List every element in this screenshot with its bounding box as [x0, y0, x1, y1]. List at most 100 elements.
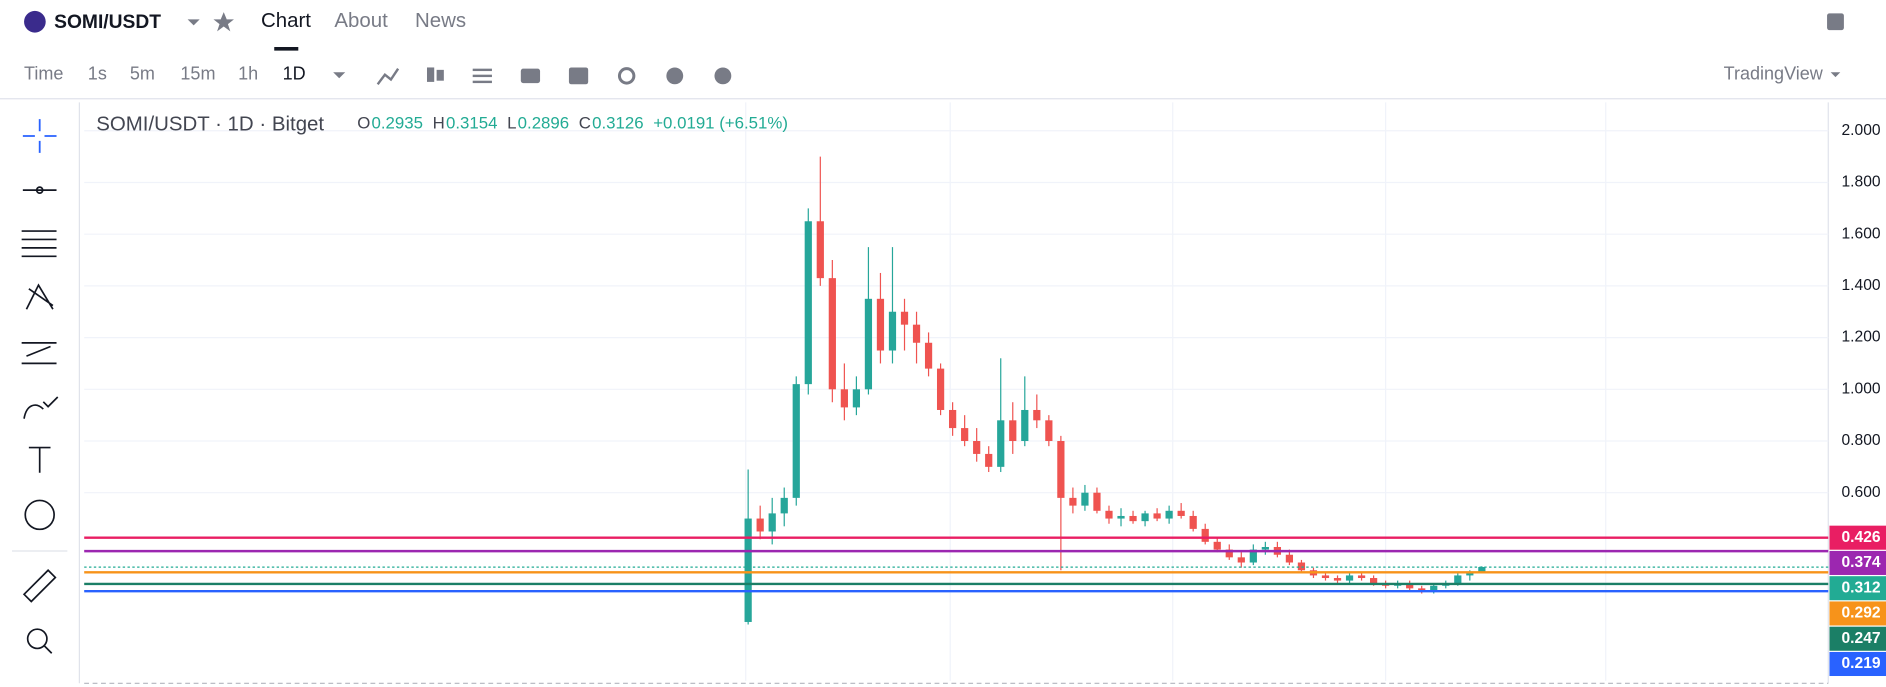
settings-button[interactable] — [714, 67, 732, 85]
symbol[interactable]: SOMI/USDT — [54, 12, 161, 33]
interval[interactable]: 1s — [88, 63, 107, 83]
candle-body — [1165, 510, 1173, 519]
price-badge-label: 0.292 — [1841, 605, 1880, 622]
candle-body — [1225, 549, 1233, 558]
price-badge-label: 0.374 — [1841, 554, 1880, 571]
price-badge — [1829, 626, 1886, 651]
candle-body — [876, 298, 885, 351]
price-badge — [1829, 550, 1886, 575]
price-badge-label: 0.426 — [1841, 529, 1880, 546]
replay-button[interactable] — [617, 67, 636, 85]
price-badge-label: 0.312 — [1841, 579, 1880, 596]
candle-body — [1406, 583, 1414, 589]
candle-body — [888, 311, 897, 351]
interval[interactable]: Time — [24, 63, 63, 83]
header-icon[interactable] — [1827, 13, 1844, 31]
fib-tool[interactable] — [21, 230, 57, 258]
candle-body — [1153, 513, 1161, 519]
legend-title: SOMI/USDT · 1D · Bitget — [96, 113, 324, 136]
interval-dropdown[interactable] — [333, 72, 346, 79]
y-tick-label: 1.800 — [1841, 174, 1880, 191]
candle-body — [1430, 585, 1438, 591]
candle-body — [1261, 546, 1269, 550]
chart-type-button[interactable] — [426, 67, 435, 82]
candle-body — [1021, 409, 1029, 442]
candle-body — [852, 389, 861, 408]
candle-body — [840, 389, 848, 408]
templates-button[interactable] — [472, 68, 492, 72]
candle-body — [1297, 562, 1306, 571]
legend-key: L — [507, 113, 516, 132]
candle-body — [1093, 492, 1101, 511]
nav-tab[interactable]: News — [415, 9, 466, 32]
price-badge-label: 0.219 — [1841, 655, 1880, 672]
candle-body — [1105, 510, 1113, 519]
provider-dropdown[interactable] — [1830, 72, 1841, 78]
calendar-button[interactable] — [568, 67, 589, 85]
candle-body — [804, 221, 812, 385]
price-badge — [1829, 576, 1886, 601]
candle-body — [1189, 515, 1197, 529]
y-tick-label: 1.000 — [1841, 380, 1880, 397]
candle-body — [1213, 541, 1221, 550]
indicators-button[interactable] — [376, 67, 400, 86]
candle-body — [1249, 549, 1257, 563]
y-tick-label: 1.400 — [1841, 277, 1880, 294]
y-tick-label: 1.200 — [1841, 329, 1880, 346]
candle-body — [1069, 497, 1077, 506]
symbol-logo — [24, 10, 46, 33]
interval[interactable]: 1h — [238, 63, 258, 83]
candle-body — [1129, 515, 1137, 522]
symbol-dropdown[interactable] — [187, 19, 200, 26]
candle-body — [1478, 567, 1486, 572]
legend-value: 0.2935 — [372, 113, 423, 132]
candle-body — [1117, 515, 1125, 519]
provider[interactable]: TradingView — [1724, 63, 1824, 83]
forecast-tool[interactable] — [21, 342, 57, 365]
candle-body — [1369, 578, 1378, 584]
legend-value: 0.3126 — [592, 113, 643, 132]
text-tool[interactable] — [28, 446, 51, 473]
candle-body — [756, 518, 764, 532]
y-tick-label: 0.800 — [1841, 432, 1880, 449]
drawing-tools — [12, 119, 68, 654]
add-button[interactable] — [666, 67, 684, 85]
legend-key: H — [433, 113, 445, 132]
interval[interactable]: 1D — [283, 63, 306, 83]
emoji-tool[interactable] — [24, 499, 55, 531]
active-tab-underline — [274, 47, 299, 51]
nav-tab[interactable]: About — [334, 9, 388, 32]
candle-body — [973, 441, 981, 454]
legend-key: C — [579, 113, 591, 132]
candle-body — [1454, 575, 1462, 584]
candle-body — [1045, 420, 1053, 442]
pattern-tool[interactable] — [25, 283, 54, 310]
favorite[interactable] — [213, 12, 234, 32]
interval[interactable]: 5m — [130, 63, 155, 83]
legend-key: O — [357, 113, 370, 132]
zoom-tool[interactable] — [26, 628, 48, 650]
candle-body — [792, 384, 800, 498]
candle-body — [1177, 510, 1185, 516]
legend-value: 0.3154 — [446, 113, 497, 132]
y-tick-label: 0.600 — [1841, 484, 1880, 501]
candle-body — [1418, 588, 1426, 591]
candle-body — [936, 368, 945, 410]
nav-tab[interactable]: Chart — [261, 9, 311, 32]
candle-body — [1201, 528, 1209, 542]
crosshair-tool[interactable] — [22, 119, 57, 153]
candle-body — [1466, 572, 1474, 576]
candle-body — [744, 518, 752, 622]
candle-body — [1237, 557, 1245, 563]
interval[interactable]: 15m — [180, 63, 215, 83]
candle-body — [816, 221, 824, 279]
candle-body — [864, 298, 873, 390]
ruler-tool[interactable] — [22, 569, 57, 603]
price-badge — [1829, 601, 1886, 626]
candle-body — [912, 324, 921, 343]
screenshot-button[interactable] — [520, 68, 541, 84]
brush-tool[interactable] — [23, 396, 59, 419]
candle-body — [1057, 441, 1065, 498]
candle-body — [1345, 575, 1354, 581]
